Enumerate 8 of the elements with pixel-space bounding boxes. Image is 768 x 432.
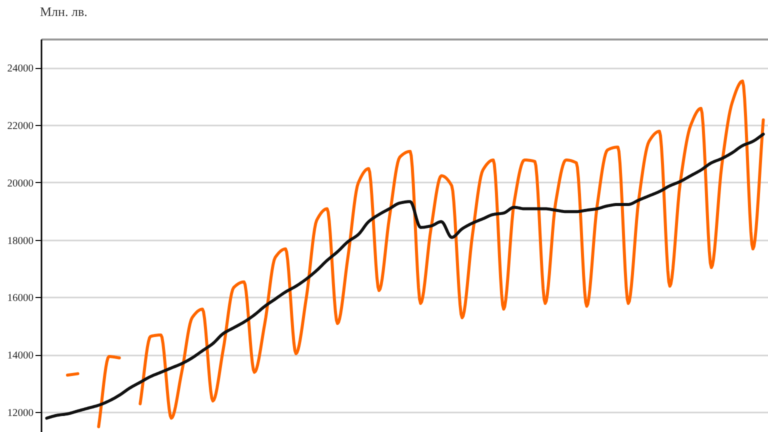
y-tick-label: 12000 [7, 408, 34, 419]
y-tick-label: 24000 [7, 64, 34, 75]
y-axis-title: Млн. лв. [40, 4, 88, 20]
y-tick-label: 20000 [7, 178, 34, 190]
y-tick-label: 16000 [7, 293, 34, 304]
y-tick-label: 14000 [7, 350, 34, 362]
y-tick-label: 18000 [7, 236, 34, 247]
y-tick-label: 22000 [7, 121, 34, 132]
